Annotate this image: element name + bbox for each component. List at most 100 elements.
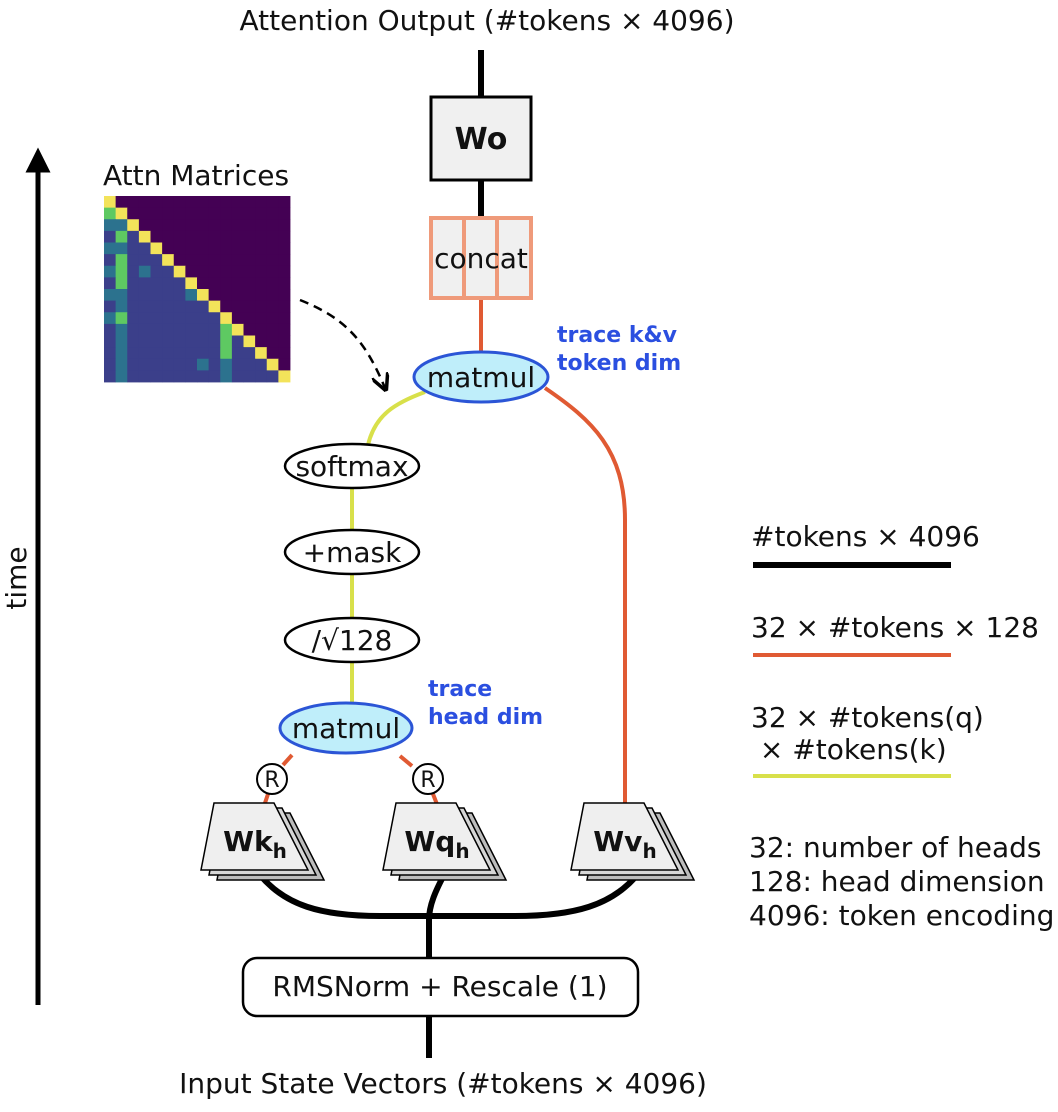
heatmap-cell: [127, 300, 140, 313]
scale-node: [283, 616, 421, 664]
heatmap-cell: [127, 335, 140, 348]
heatmap-cell: [104, 300, 117, 313]
heatmap-cell: [243, 323, 256, 336]
heatmap-cell: [104, 207, 117, 220]
heatmap-cell: [185, 312, 198, 325]
heatmap-cell: [220, 242, 233, 255]
heatmap-cell: [150, 254, 163, 267]
heatmap-cell: [162, 265, 175, 278]
heatmap-cell: [197, 335, 210, 348]
heatmap-cell: [255, 242, 268, 255]
heatmap-cell: [127, 230, 140, 243]
heatmap-cell: [185, 254, 198, 267]
heatmap-cell: [231, 230, 244, 243]
heatmap-cell: [173, 323, 186, 336]
rmsnorm-label: RMSNorm + Rescale (1): [272, 970, 607, 1003]
heatmap-cell: [162, 207, 175, 220]
heatmap-cell: [127, 358, 140, 371]
heatmap-cell: [138, 312, 151, 325]
heatmap-cell: [138, 219, 151, 232]
heatmap-cell: [115, 300, 128, 313]
heatmap-cell: [173, 230, 186, 243]
heatmap-cell: [231, 347, 244, 360]
heatmap-cell: [138, 207, 151, 220]
heatmap-cell: [243, 347, 256, 360]
wk-stack: [200, 802, 326, 881]
matmul-top-label: matmul: [427, 361, 535, 394]
heatmap-cell: [220, 230, 233, 243]
heatmap-cell: [104, 289, 117, 302]
heatmap-cell: [115, 219, 128, 232]
softmax-node: [283, 442, 421, 490]
heatmap-cell: [208, 370, 221, 383]
heatmap-cell: [150, 265, 163, 278]
heatmap-cell: [115, 347, 128, 360]
heatmap-cell: [208, 323, 221, 336]
heatmap-cell: [173, 347, 186, 360]
wq-label: Wqh: [404, 825, 469, 863]
heatmap-cell: [173, 277, 186, 290]
heatmap-cell: [266, 242, 279, 255]
heatmap-cell: [243, 196, 256, 209]
heatmap-cell: [278, 277, 291, 290]
edge-matmul-rk: [281, 753, 294, 767]
heatmap-cell: [231, 300, 244, 313]
heatmap-cell: [197, 254, 210, 267]
heatmap-cell: [173, 254, 186, 267]
concat-box: [429, 216, 533, 300]
heatmap-cell: [208, 207, 221, 220]
heatmap-cell: [138, 323, 151, 336]
heatmap-cell: [278, 207, 291, 220]
input-title: Input State Vectors (#tokens × 4096): [179, 1067, 707, 1100]
heatmap-cell: [266, 230, 279, 243]
heatmap-cell: [220, 300, 233, 313]
heatmap-cell: [162, 312, 175, 325]
heatmap-cell: [231, 254, 244, 267]
heatmap-cell: [173, 335, 186, 348]
heatmap-cell: [150, 347, 163, 360]
wv-label: Wvh: [593, 825, 656, 863]
heatmap-cell: [278, 370, 291, 383]
rmsnorm-box: [241, 956, 640, 1018]
heatmap-cell: [115, 196, 128, 209]
heatmap-cell: [162, 254, 175, 267]
heatmap-cell: [231, 370, 244, 383]
heatmap-cell: [208, 230, 221, 243]
heatmap-cell: [138, 277, 151, 290]
heatmap-cell: [208, 312, 221, 325]
heatmap-cell: [266, 358, 279, 371]
heatmap-cell: [243, 254, 256, 267]
heatmap-cell: [104, 196, 117, 209]
heatmap-cell: [243, 265, 256, 278]
heatmap-cell: [138, 347, 151, 360]
heatmap-cell: [138, 196, 151, 209]
heatmap-cell: [115, 207, 128, 220]
heatmap-cell: [138, 230, 151, 243]
wq-stack: [382, 802, 508, 881]
heatmap-cell: [220, 289, 233, 302]
wo-box: [429, 95, 533, 182]
heatmap-cell: [220, 207, 233, 220]
heatmap-cell: [185, 242, 198, 255]
heatmap-cell: [278, 347, 291, 360]
heatmap-cell: [185, 219, 198, 232]
heatmap-cell: [208, 335, 221, 348]
rope-k-node: [256, 763, 288, 795]
dashed-arrow: [299, 298, 385, 388]
heatmap-cell: [138, 358, 151, 371]
heatmap-cell: [127, 312, 140, 325]
heatmap-cell: [220, 196, 233, 209]
heatmap-cell: [220, 219, 233, 232]
rope-k-label: R: [264, 768, 279, 793]
mask-label: +mask: [303, 536, 402, 569]
legend-yellow-label: 32 × #tokens(q) × #tokens(k): [751, 701, 993, 766]
heatmap-cell: [208, 277, 221, 290]
heatmap-cell: [243, 289, 256, 302]
heatmap-cell: [162, 242, 175, 255]
heatmap-cell: [197, 347, 210, 360]
edge-wv-matmul: [543, 386, 627, 810]
heatmap-cell: [266, 196, 279, 209]
heatmap-cell: [104, 242, 117, 255]
edge-fork-wk: [257, 873, 429, 919]
rope-q-label: R: [420, 768, 435, 793]
